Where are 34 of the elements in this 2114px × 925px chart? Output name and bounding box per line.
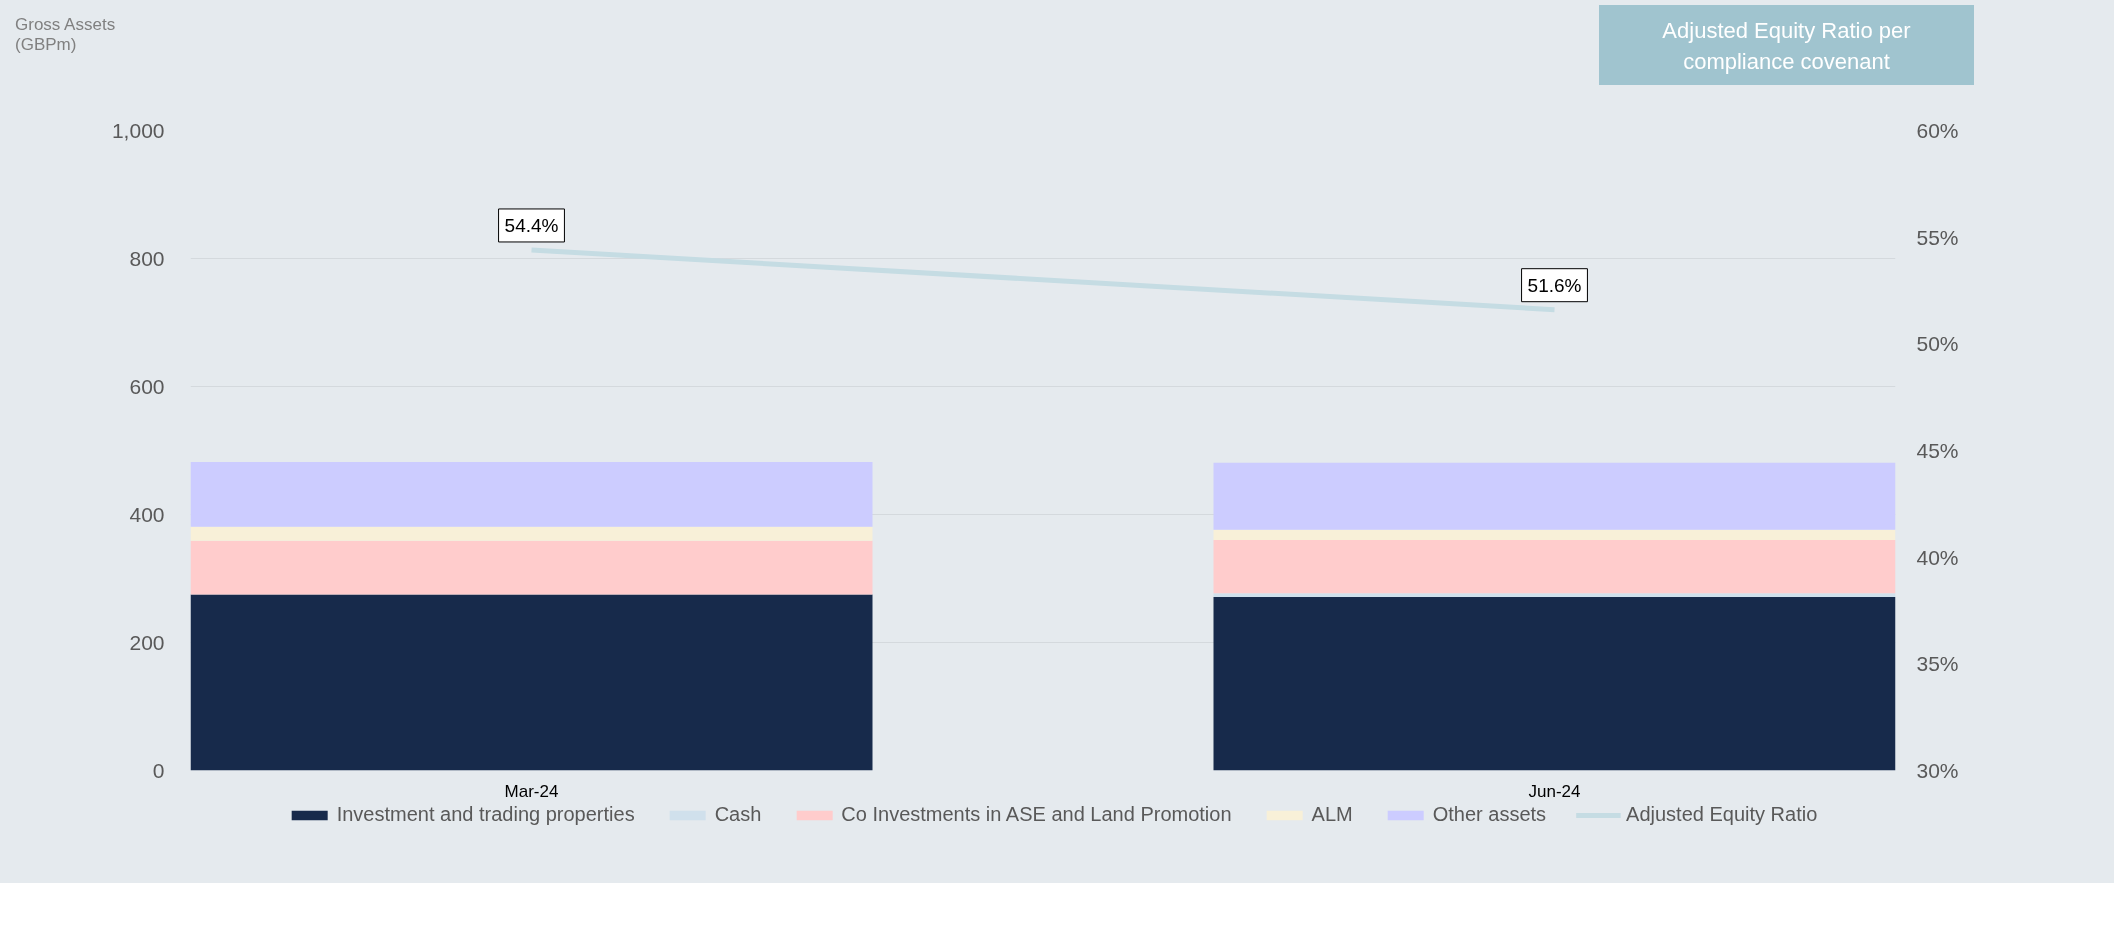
bar: [190, 540, 873, 595]
legend-label: Co Investments in ASE and Land Promotion: [841, 803, 1232, 826]
legend-label: Cash: [714, 803, 762, 826]
bar: [190, 594, 873, 771]
y2-tick-label: 60%: [1916, 119, 1959, 142]
y2-tick-label: 35%: [1916, 652, 1959, 676]
x-tick-label: Jun-24: [1528, 781, 1581, 801]
legend-label: Other assets: [1432, 803, 1547, 826]
data-label: 51.6%: [1527, 274, 1582, 296]
y-tick-label: 400: [129, 502, 165, 526]
legend-label: Investment and trading properties: [336, 803, 635, 826]
bar: [1213, 597, 1896, 771]
legend-label: Adjusted Equity Ratio: [1626, 803, 1818, 826]
y2-tick-label: 40%: [1916, 545, 1959, 569]
y-tick-label: 1,000: [111, 118, 165, 142]
bar: [190, 526, 873, 541]
y-axis-title: Gross Assets (GBPm): [15, 15, 117, 56]
y2-tick-label: 50%: [1916, 332, 1959, 356]
y2-tick-label: 30%: [1916, 759, 1959, 782]
y-tick-label: 600: [129, 374, 165, 398]
y2-tick-label: 45%: [1916, 439, 1959, 462]
bar: [1213, 462, 1896, 530]
y-tick-label: 200: [129, 630, 165, 654]
bar: [1213, 593, 1896, 598]
y-tick-label: 800: [129, 246, 165, 270]
bar: [190, 462, 873, 527]
chart-title: Adjusted Equity Ratio per compliance covenant: [1661, 17, 1912, 77]
bar: [1213, 529, 1896, 541]
data-label: 54.4%: [504, 214, 559, 236]
y2-tick-label: 55%: [1916, 225, 1959, 249]
y-tick-label: 0: [152, 758, 165, 782]
x-tick-label: Mar-24: [504, 781, 559, 801]
legend-label: ALM: [1311, 803, 1353, 826]
bar: [1213, 540, 1896, 594]
